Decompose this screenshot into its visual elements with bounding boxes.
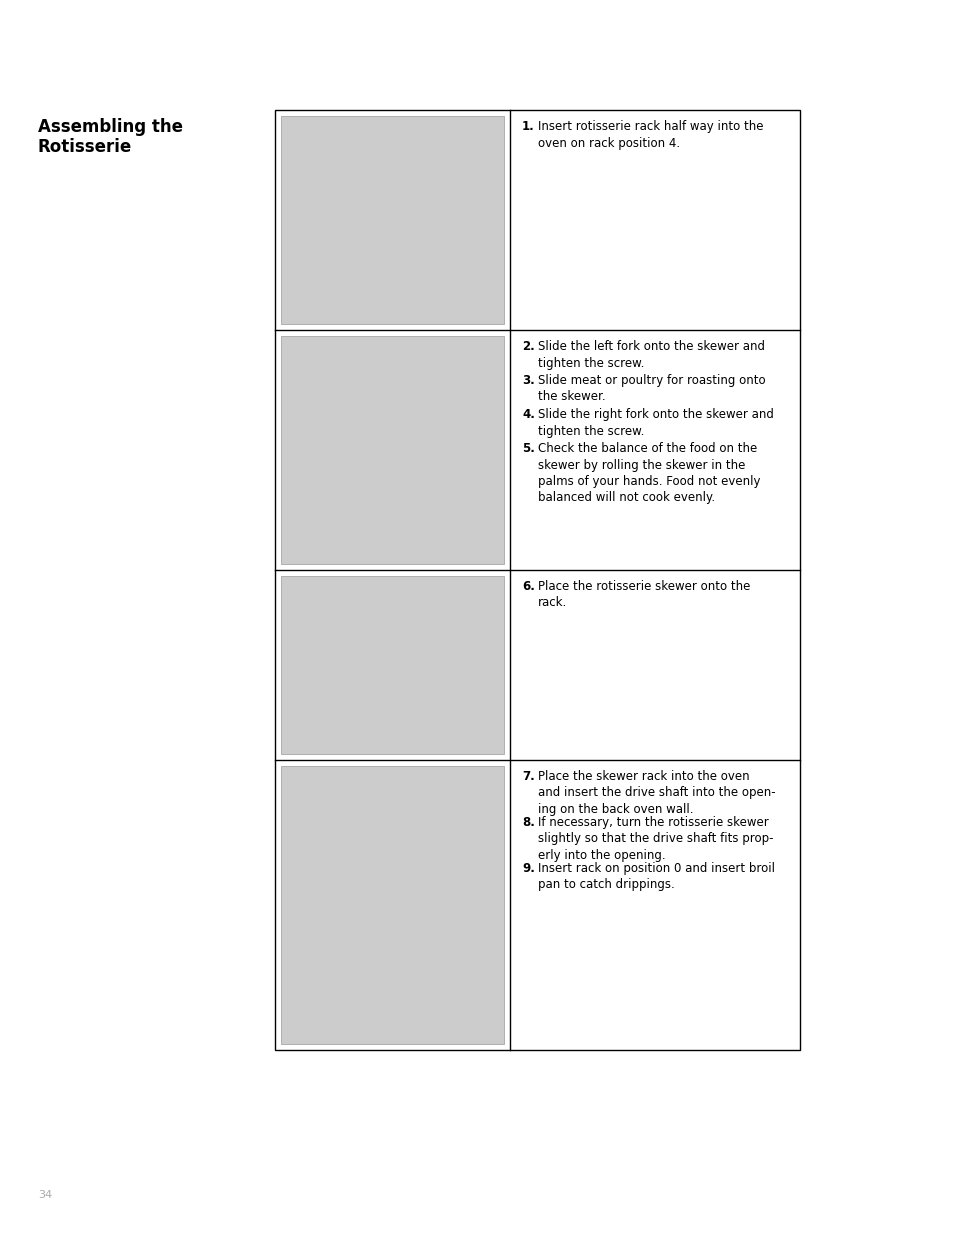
- Text: 7.: 7.: [521, 769, 535, 783]
- Text: 3.: 3.: [521, 374, 535, 387]
- Text: If necessary, turn the rotisserie skewer
slightly so that the drive shaft fits p: If necessary, turn the rotisserie skewer…: [537, 816, 773, 862]
- Text: Slide the right fork onto the skewer and
tighten the screw.: Slide the right fork onto the skewer and…: [537, 408, 773, 437]
- Text: 1.: 1.: [521, 120, 535, 133]
- Text: Insert rotisserie rack half way into the
oven on rack position 4.: Insert rotisserie rack half way into the…: [537, 120, 762, 149]
- Text: Slide meat or poultry for roasting onto
the skewer.: Slide meat or poultry for roasting onto …: [537, 374, 765, 404]
- Text: 2.: 2.: [521, 340, 535, 353]
- Text: Place the rotisserie skewer onto the
rack.: Place the rotisserie skewer onto the rac…: [537, 580, 750, 610]
- Bar: [281, 336, 503, 564]
- Bar: [274, 110, 800, 1050]
- Text: 34: 34: [38, 1191, 52, 1200]
- Bar: [281, 116, 503, 324]
- Bar: [281, 576, 503, 755]
- Text: Check the balance of the food on the
skewer by rolling the skewer in the
palms o: Check the balance of the food on the ske…: [537, 442, 760, 505]
- Text: 5.: 5.: [521, 442, 535, 454]
- Text: Slide the left fork onto the skewer and
tighten the screw.: Slide the left fork onto the skewer and …: [537, 340, 764, 369]
- Text: 8.: 8.: [521, 816, 535, 829]
- Text: 6.: 6.: [521, 580, 535, 593]
- Bar: [281, 766, 503, 1044]
- Text: Insert rack on position 0 and insert broil
pan to catch drippings.: Insert rack on position 0 and insert bro…: [537, 862, 774, 892]
- Text: 9.: 9.: [521, 862, 535, 876]
- Text: 4.: 4.: [521, 408, 535, 421]
- Text: Place the skewer rack into the oven
and insert the drive shaft into the open-
in: Place the skewer rack into the oven and …: [537, 769, 775, 816]
- Text: Assembling the: Assembling the: [38, 119, 183, 136]
- Text: Rotisserie: Rotisserie: [38, 138, 132, 156]
